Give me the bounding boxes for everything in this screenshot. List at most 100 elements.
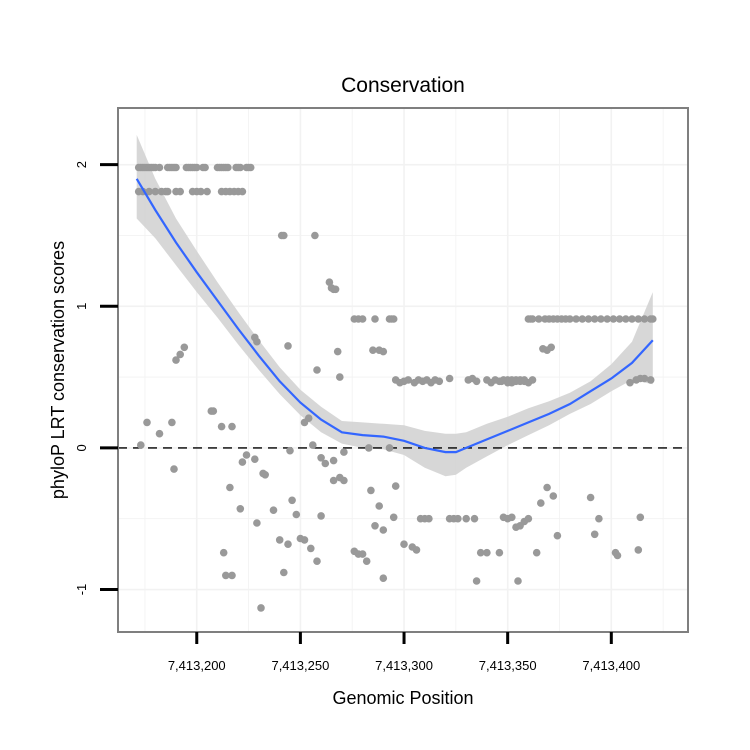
- data-point: [288, 496, 296, 505]
- data-point: [379, 526, 388, 534]
- data-point: [622, 315, 630, 323]
- data-point: [362, 557, 371, 565]
- data-point: [462, 514, 471, 523]
- data-point: [203, 187, 211, 196]
- data-point: [365, 444, 373, 452]
- x-tick-label: 7,413,300: [375, 658, 433, 673]
- data-point: [180, 343, 189, 352]
- data-point: [317, 454, 325, 462]
- data-point: [586, 493, 595, 502]
- data-point: [163, 187, 172, 196]
- data-point: [520, 377, 529, 386]
- data-point: [537, 499, 545, 507]
- data-point: [646, 376, 655, 384]
- data-point: [168, 418, 176, 427]
- scatter-points: [134, 163, 657, 612]
- data-point: [412, 546, 421, 554]
- data-point: [325, 278, 334, 287]
- data-point: [170, 465, 178, 473]
- data-point: [172, 163, 180, 172]
- data-point: [379, 574, 388, 582]
- data-point: [358, 315, 367, 323]
- data-point: [445, 374, 454, 383]
- data-point: [219, 548, 228, 557]
- data-point: [435, 377, 444, 386]
- data-point: [155, 429, 164, 438]
- x-tick-label: 7,413,250: [271, 658, 329, 673]
- y-tick-label: -1: [74, 584, 89, 596]
- panel-background: [118, 108, 688, 632]
- data-point: [547, 343, 555, 352]
- data-point: [292, 510, 301, 519]
- data-point: [400, 540, 408, 548]
- data-point: [236, 163, 245, 172]
- data-point: [280, 231, 288, 240]
- data-point: [201, 163, 209, 172]
- data-point: [321, 459, 330, 468]
- data-point: [634, 546, 643, 554]
- data-point: [238, 458, 247, 466]
- data-point: [329, 476, 338, 485]
- data-point: [640, 315, 649, 323]
- data-point: [329, 456, 338, 465]
- data-point: [145, 187, 153, 196]
- data-point: [578, 315, 587, 323]
- data-point: [615, 315, 624, 323]
- data-point: [226, 483, 234, 492]
- data-point: [369, 346, 377, 355]
- data-point: [379, 347, 388, 356]
- data-point: [286, 446, 294, 455]
- data-point: [172, 356, 180, 364]
- data-point: [336, 373, 344, 381]
- data-point: [317, 512, 325, 520]
- data-point: [143, 418, 151, 427]
- data-point: [155, 163, 164, 172]
- data-point: [483, 548, 491, 557]
- data-point: [375, 502, 384, 510]
- data-point: [259, 469, 267, 478]
- data-point: [566, 315, 574, 323]
- data-point: [628, 315, 636, 323]
- data-point: [313, 557, 321, 565]
- data-point: [284, 342, 292, 350]
- data-point: [300, 536, 309, 544]
- data-point: [275, 536, 284, 544]
- data-point: [371, 522, 379, 530]
- data-point: [246, 163, 255, 172]
- data-point: [280, 568, 288, 577]
- data-point: [176, 350, 184, 359]
- data-point: [508, 513, 516, 522]
- data-point: [590, 530, 599, 539]
- gridlines: [118, 108, 688, 632]
- data-point: [595, 514, 603, 523]
- y-tick-label: 1: [74, 303, 89, 310]
- smooth-fit-line: [135, 178, 654, 454]
- data-point: [389, 513, 398, 522]
- data-point: [649, 315, 657, 323]
- data-point: [389, 315, 398, 323]
- data-point: [304, 414, 313, 423]
- data-point: [454, 514, 462, 523]
- data-point: [472, 577, 481, 585]
- data-point: [495, 548, 504, 557]
- data-point: [391, 482, 400, 490]
- data-point: [224, 163, 232, 172]
- data-point: [137, 441, 145, 449]
- data-point: [535, 315, 543, 323]
- data-point: [238, 187, 247, 196]
- data-point: [176, 187, 184, 196]
- data-point: [311, 231, 319, 240]
- data-point: [572, 315, 580, 323]
- x-tick-label: 7,413,200: [168, 658, 226, 673]
- data-point: [634, 315, 643, 323]
- y-tick-label: 2: [74, 161, 89, 168]
- data-point: [284, 540, 292, 548]
- data-point: [404, 376, 413, 384]
- data-point: [340, 448, 348, 456]
- data-point: [222, 571, 230, 580]
- x-axis: 7,413,200 7,413,250 7,413,300 7,413,350 7,41…: [168, 632, 640, 673]
- data-point: [253, 519, 261, 527]
- data-point: [549, 492, 558, 500]
- data-point: [371, 315, 379, 323]
